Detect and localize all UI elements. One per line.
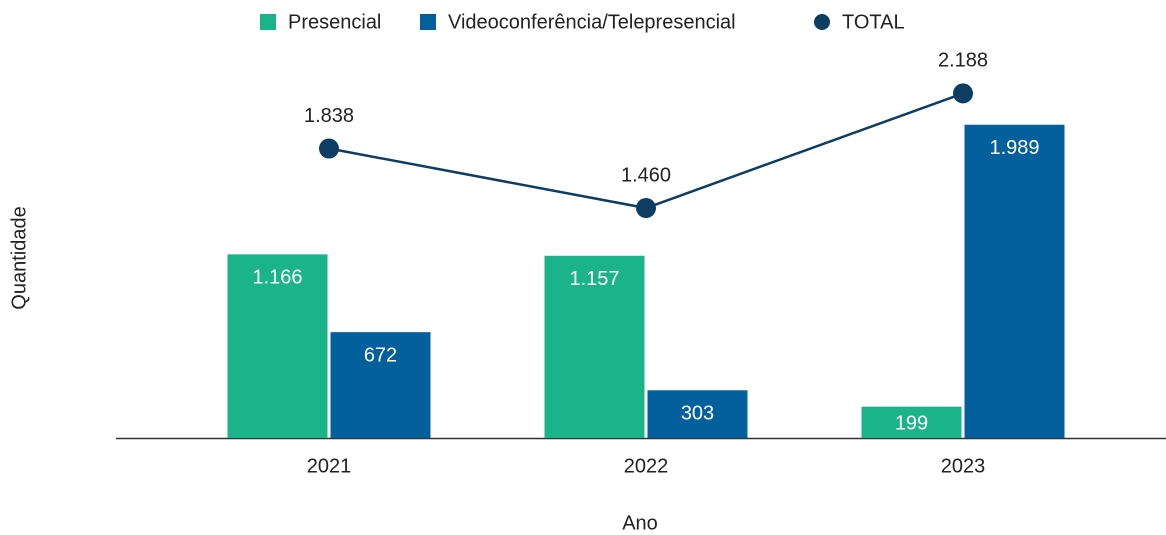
- x-tick-label: 2023: [941, 455, 986, 477]
- bar-value-label: 672: [364, 344, 397, 366]
- legend-marker: [260, 14, 276, 30]
- bar-value-label: 1.157: [569, 268, 619, 290]
- legend-marker: [814, 14, 830, 30]
- legend-label: Presencial: [288, 11, 381, 33]
- bar: [861, 406, 962, 438]
- x-axis-label: Ano: [622, 512, 658, 534]
- line-point: [953, 83, 973, 104]
- x-tick-label: 2021: [307, 455, 352, 477]
- legend-label: Videoconferência/Telepresencial: [448, 11, 736, 33]
- bar: [227, 254, 328, 438]
- bar-value-label: 1.166: [252, 267, 302, 289]
- legend-label: TOTAL: [842, 11, 905, 33]
- line: [328, 92, 964, 210]
- line-value-label: 1.460: [621, 164, 671, 186]
- bar: [330, 332, 431, 438]
- y-axis-label: Quantidade: [8, 206, 30, 309]
- bar: [647, 390, 748, 438]
- legend-marker: [420, 14, 436, 30]
- bar-value-label: 1.989: [989, 137, 1039, 159]
- line-point: [319, 138, 339, 159]
- line-point: [636, 198, 656, 219]
- bar-value-label: 303: [681, 403, 714, 425]
- x-tick-label: 2022: [624, 455, 669, 477]
- line-value-label: 2.188: [938, 50, 988, 72]
- bar: [964, 124, 1065, 439]
- bar-value-label: 199: [895, 413, 928, 435]
- line-value-label: 1.838: [304, 105, 354, 127]
- bar: [544, 255, 645, 438]
